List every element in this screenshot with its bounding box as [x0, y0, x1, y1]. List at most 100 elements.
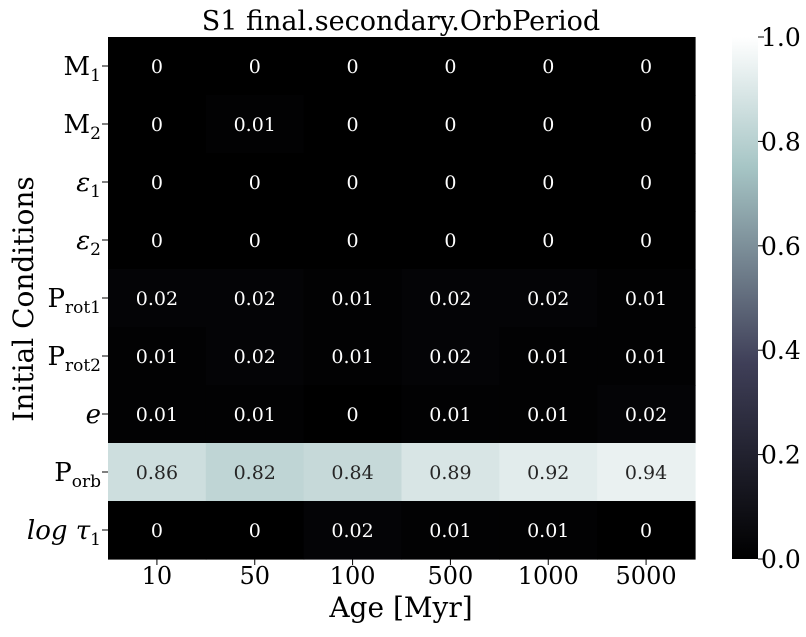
colorbar — [732, 37, 758, 559]
y-tick-label: Prot1 — [47, 284, 101, 318]
heatmap-cell — [108, 385, 207, 444]
colorbar-tick-label: 0.8 — [761, 127, 801, 156]
heatmap-cell — [108, 95, 207, 154]
y-axis-ticks: M1 M2 ε1 ε2 Prot1 Prot2 e Porb log τ1 — [27, 52, 108, 550]
x-axis-ticks: 10 50 100 500 1000 5000 — [142, 559, 677, 590]
cell-value-label: 0.01 — [331, 288, 373, 310]
y-tick-label: M2 — [64, 110, 101, 144]
heatmap-cell — [303, 269, 403, 328]
heatmap-cell — [401, 385, 500, 444]
chart-title: S1 final.secondary.OrbPeriod — [202, 6, 600, 37]
heatmap-cell — [303, 95, 403, 154]
cell-value-label: 0.01 — [625, 346, 667, 368]
heatmap-cell — [499, 95, 598, 154]
heatmap-cell — [401, 327, 500, 386]
heatmap-cell — [303, 501, 403, 560]
heatmap-cell — [303, 385, 403, 444]
y-tick-label: ε1 — [76, 168, 101, 202]
cell-value-label: 0.01 — [429, 404, 471, 426]
heatmap-cell — [401, 269, 500, 328]
heatmap-cell — [499, 501, 598, 560]
cell-value-label: 0.92 — [527, 462, 569, 484]
heatmap-cell — [303, 443, 403, 502]
heatmap-cell — [303, 153, 403, 212]
cell-value-label: 0 — [249, 56, 261, 78]
cell-value-label: 0.01 — [429, 520, 471, 542]
heatmap-cell — [597, 501, 696, 560]
heatmap-cell — [205, 443, 305, 502]
heatmap-cell — [401, 95, 500, 154]
y-tick-label: e — [86, 400, 101, 430]
cell-value-label: 0 — [640, 114, 652, 136]
y-tick-label: M1 — [64, 52, 101, 86]
cell-value-label: 0.02 — [527, 288, 569, 310]
cell-value-label: 0.01 — [136, 404, 178, 426]
colorbar-tick-label: 0.2 — [761, 441, 801, 470]
heatmap-cell — [597, 269, 696, 328]
cell-value-label: 0 — [249, 172, 261, 194]
cell-value-label: 0 — [151, 172, 163, 194]
cell-value-label: 0.02 — [429, 346, 471, 368]
x-tick-label: 10 — [142, 562, 173, 590]
heatmap-cell — [205, 385, 305, 444]
cell-value-label: 0 — [444, 56, 456, 78]
cell-value-label: 0 — [151, 520, 163, 542]
cell-value-label: 0.02 — [234, 288, 276, 310]
y-tick-label: Porb — [54, 458, 101, 492]
heatmap-cell — [205, 95, 305, 154]
cell-value-label: 0.02 — [234, 346, 276, 368]
x-tick-label: 1000 — [518, 562, 579, 590]
heatmap-cell — [401, 153, 500, 212]
y-tick-label: ε2 — [76, 226, 101, 260]
x-tick-label: 5000 — [616, 562, 677, 590]
cell-value-label: 0.01 — [527, 346, 569, 368]
heatmap-cell — [499, 211, 598, 270]
heatmap-cell — [108, 443, 207, 502]
heatmap-cell — [108, 501, 207, 560]
cell-value-label: 0 — [347, 230, 359, 252]
cell-value-label: 0 — [347, 172, 359, 194]
cell-value-label: 0 — [347, 56, 359, 78]
x-tick-label: 100 — [330, 562, 376, 590]
cell-value-label: 0.84 — [331, 462, 373, 484]
heatmap-cell — [205, 269, 305, 328]
heatmap-cell — [597, 95, 696, 154]
colorbar-tick-label: 0.6 — [761, 232, 801, 261]
cell-value-label: 0 — [542, 56, 554, 78]
heatmap-cell — [499, 153, 598, 212]
cell-value-label: 0.01 — [625, 288, 667, 310]
heatmap-cell — [108, 153, 207, 212]
y-tick-label: Prot2 — [47, 342, 101, 376]
heatmap-cell — [597, 211, 696, 270]
colorbar-tick-label: 0.4 — [761, 336, 801, 365]
cell-value-label: 0 — [444, 114, 456, 136]
heatmap-cell — [303, 327, 403, 386]
heatmap-cell — [205, 501, 305, 560]
x-tick-label: 500 — [428, 562, 474, 590]
heatmap-cell — [205, 211, 305, 270]
heatmap-cell — [499, 327, 598, 386]
cell-value-label: 0.86 — [136, 462, 178, 484]
y-tick-label: log τ1 — [27, 516, 101, 550]
cell-value-label: 0 — [444, 172, 456, 194]
cell-value-label: 0 — [640, 56, 652, 78]
heatmap-cell — [205, 153, 305, 212]
cell-value-label: 0.02 — [625, 404, 667, 426]
heatmap-cell — [401, 501, 500, 560]
cell-value-label: 0.01 — [234, 114, 276, 136]
cell-value-label: 0 — [347, 114, 359, 136]
cell-value-label: 0.02 — [136, 288, 178, 310]
heatmap-cell — [401, 211, 500, 270]
cell-value-label: 0 — [640, 172, 652, 194]
heatmap-cell — [499, 269, 598, 328]
heatmap-cell — [205, 37, 305, 96]
heatmap-cell — [108, 269, 207, 328]
colorbar-tick-label: 1.0 — [761, 23, 801, 52]
heatmap-cell — [303, 211, 403, 270]
heatmap-cell — [499, 37, 598, 96]
cell-value-label: 0 — [444, 230, 456, 252]
cell-value-label: 0.89 — [429, 462, 471, 484]
heatmap-cells — [108, 37, 696, 560]
cell-value-label: 0.01 — [136, 346, 178, 368]
